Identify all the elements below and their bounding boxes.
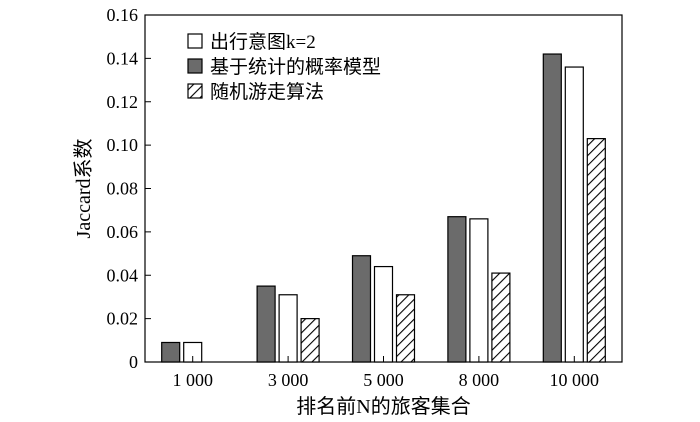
x-tick-label: 5 000 xyxy=(363,370,404,390)
bar-hatch-1 xyxy=(300,318,320,363)
x-tick-label: 10 000 xyxy=(550,370,600,390)
legend-swatch-hatch xyxy=(187,83,203,99)
bar-gray-3 xyxy=(447,216,467,363)
bar-white-1 xyxy=(278,294,298,363)
legend-swatch-white xyxy=(187,33,203,49)
y-tick-label: 0.04 xyxy=(107,265,139,285)
x-tick-label: 1 000 xyxy=(172,370,213,390)
legend-label: 随机游走算法 xyxy=(210,81,324,103)
bar-white-3 xyxy=(469,218,489,363)
y-tick-label: 0.02 xyxy=(107,309,139,329)
y-tick-label: 0.06 xyxy=(107,222,139,242)
x-axis-label: 排名前N的旅客集合 xyxy=(296,395,470,418)
y-axis-label: Jaccard系数 xyxy=(72,139,95,239)
bar-hatch-3 xyxy=(491,272,511,363)
bar-hatch-4 xyxy=(586,138,606,363)
x-tick-label: 8 000 xyxy=(459,370,500,390)
x-tick-label: 3 000 xyxy=(268,370,309,390)
bar-gray-2 xyxy=(351,255,372,363)
bar-gray-0 xyxy=(161,341,181,363)
y-tick-label: 0.16 xyxy=(107,5,139,25)
bar-gray-4 xyxy=(542,53,562,363)
legend-label: 出行意图k=2 xyxy=(210,31,316,53)
bar-white-4 xyxy=(564,66,584,363)
y-tick-label: 0.08 xyxy=(107,179,139,199)
legend-swatch-gray xyxy=(187,58,203,74)
y-tick-label: 0.14 xyxy=(107,48,139,68)
y-tick-label: 0 xyxy=(129,352,138,372)
bar-white-2 xyxy=(373,265,394,363)
y-tick-label: 0.10 xyxy=(107,135,139,155)
bar-hatch-2 xyxy=(395,294,416,363)
legend-label: 基于统计的概率模型 xyxy=(210,56,381,78)
y-tick-label: 0.12 xyxy=(107,92,139,112)
bar-gray-1 xyxy=(256,285,276,363)
